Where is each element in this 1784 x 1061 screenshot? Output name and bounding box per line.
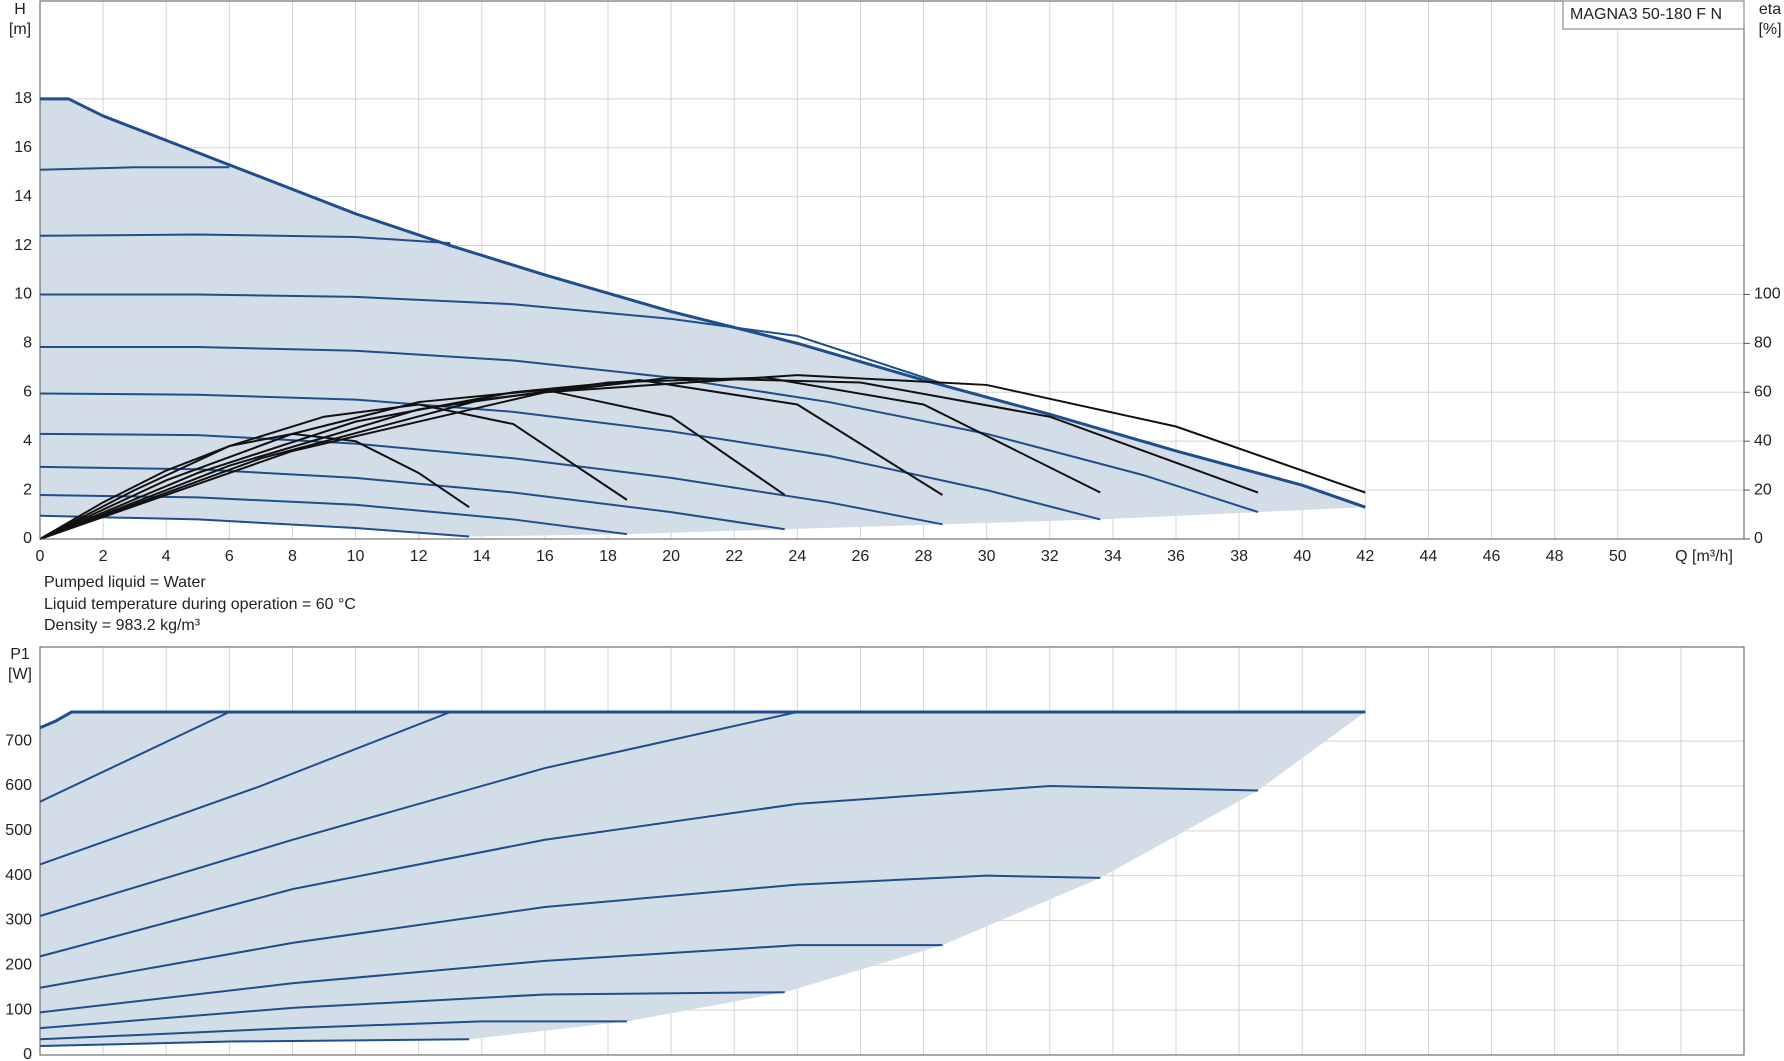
x-tick-label: 16 (536, 548, 554, 565)
x-tick-label: 0 (36, 548, 45, 565)
efficiency-curve (39, 376, 1259, 540)
x-tick-label: 18 (599, 548, 617, 565)
curve (39, 432, 943, 526)
y-tick-label: 100 (5, 1001, 32, 1018)
y-tick-label: 200 (5, 957, 32, 974)
efficiency-curve (39, 403, 628, 540)
curve (39, 1038, 470, 1048)
curve (39, 711, 451, 866)
y-tick-label: 6 (23, 383, 32, 400)
y-axis-label: [m] (9, 21, 31, 38)
y-tick-label: 16 (14, 139, 32, 156)
efficiency-curve (39, 376, 1101, 540)
x-tick-label: 48 (1546, 548, 1564, 565)
y-tick-label: 8 (23, 335, 32, 352)
x-tick-label: 8 (288, 548, 297, 565)
efficiency-curve (39, 432, 470, 540)
y-tick-label: 4 (23, 432, 32, 449)
y-tick-label: 14 (14, 188, 32, 205)
y-axis-label: [W] (8, 666, 32, 683)
plot-frame (39, 646, 1745, 1056)
x-tick-label: 50 (1609, 548, 1627, 565)
x-tick-label: 30 (978, 548, 996, 565)
curve (39, 166, 230, 171)
x-tick-label: 32 (1041, 548, 1059, 565)
y2-tick-label: 80 (1754, 335, 1772, 352)
y-tick-label: 2 (23, 481, 32, 498)
y-tick-label: 18 (14, 90, 32, 107)
x-tick-label: 46 (1483, 548, 1501, 565)
y2-tick-label: 60 (1754, 383, 1772, 400)
y-tick-label: 12 (14, 237, 32, 254)
note: Density = 983.2 kg/m³ (44, 617, 201, 634)
x-tick-label: 24 (788, 548, 806, 565)
x-tick-label: 44 (1420, 548, 1438, 565)
x-tick-label: 22 (725, 548, 743, 565)
x-tick-label: 28 (915, 548, 933, 565)
curve (39, 711, 798, 917)
efficiency-curve (39, 388, 786, 540)
y-tick-label: 600 (5, 777, 32, 794)
x-tick-label: 38 (1230, 548, 1248, 565)
x-tick-label: 2 (99, 548, 108, 565)
curve (39, 392, 1101, 521)
curve (39, 493, 628, 536)
plot-frame (39, 0, 1745, 540)
x-tick-label: 40 (1293, 548, 1311, 565)
curve (39, 711, 230, 803)
y2-tick-label: 100 (1754, 286, 1781, 303)
x-tick-label: 6 (225, 548, 234, 565)
y-tick-label: 10 (14, 286, 32, 303)
curve (40, 97, 1366, 509)
note: Pumped liquid = Water (44, 574, 206, 591)
y-tick-label: 700 (5, 732, 32, 749)
x-tick-label: 42 (1356, 548, 1374, 565)
y-axis-label: P1 (10, 646, 30, 663)
model-label-box (1562, 0, 1745, 30)
x-tick-label: 26 (852, 548, 870, 565)
y-tick-label: 0 (23, 530, 32, 547)
x-axis-label: Q [m³/h] (1675, 548, 1733, 565)
curve (39, 784, 1259, 958)
x-tick-label: 20 (662, 548, 680, 565)
curve (39, 874, 1101, 989)
curve (39, 991, 785, 1030)
efficiency-curve (39, 374, 1366, 540)
x-tick-label: 4 (162, 548, 171, 565)
y2-tick-label: 20 (1754, 481, 1772, 498)
operating-area (40, 712, 1366, 1047)
note: Liquid temperature during operation = 60… (44, 596, 356, 613)
x-tick-label: 14 (473, 548, 491, 565)
curve (39, 944, 943, 1014)
y2-tick-label: 0 (1754, 530, 1763, 547)
y2-axis-label: eta (1759, 1, 1781, 18)
x-tick-label: 34 (1104, 548, 1122, 565)
y2-tick-label: 40 (1754, 432, 1772, 449)
y-tick-label: 500 (5, 822, 32, 839)
curve (39, 710, 1366, 730)
x-tick-label: 10 (347, 548, 365, 565)
y-axis-label: H (14, 1, 26, 18)
y2-axis-label: [%] (1758, 21, 1781, 38)
curve (39, 514, 470, 538)
operating-area (40, 98, 1366, 537)
y-tick-label: 300 (5, 912, 32, 929)
y-tick-label: 0 (23, 1046, 32, 1061)
model-label: MAGNA3 50-180 F N (1570, 6, 1722, 23)
efficiency-curve (39, 379, 944, 540)
x-tick-label: 12 (410, 548, 428, 565)
curve (39, 233, 451, 245)
curve (40, 293, 940, 384)
x-tick-label: 36 (1167, 548, 1185, 565)
y-tick-label: 400 (5, 867, 32, 884)
curve (39, 1020, 627, 1041)
